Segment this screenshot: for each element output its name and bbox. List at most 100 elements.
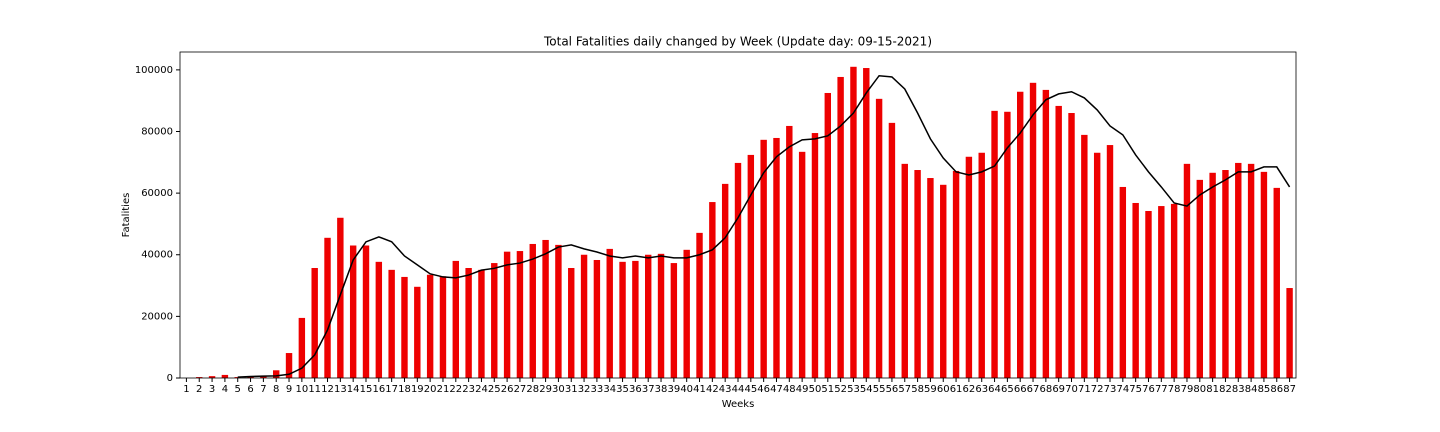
y-tick-label: 80000 [141, 126, 173, 137]
y-tick-label: 0 [167, 373, 173, 384]
bar [593, 259, 601, 378]
bar [529, 243, 536, 378]
bar [632, 260, 639, 378]
x-tick-label: 57 [898, 384, 911, 395]
x-tick-label: 3 [209, 384, 215, 395]
bar [798, 151, 806, 378]
x-tick-label: 21 [437, 384, 450, 395]
bar [1158, 206, 1165, 378]
x-tick-label: 5 [235, 384, 241, 395]
bar [285, 353, 293, 378]
bar [875, 98, 883, 378]
bar [850, 66, 857, 379]
x-tick-label: 59 [924, 384, 937, 395]
bar [645, 254, 652, 378]
bar [888, 122, 896, 378]
bar [555, 244, 562, 378]
bar [734, 162, 742, 378]
x-tick-label: 46 [757, 384, 770, 395]
bar [208, 376, 216, 378]
x-tick-label: 80 [1193, 384, 1206, 395]
bar [196, 377, 203, 378]
bar [388, 269, 395, 378]
x-tick-label: 35 [616, 384, 629, 395]
bar [991, 110, 998, 379]
x-tick-label: 43 [719, 384, 732, 395]
x-tick-label: 77 [1155, 384, 1168, 395]
bar [1273, 187, 1280, 378]
x-tick-label: 31 [565, 384, 578, 395]
bar [311, 267, 318, 378]
bar [747, 154, 755, 378]
bar [1081, 134, 1088, 378]
x-axis-label: Weeks [722, 399, 755, 410]
x-tick-label: 6 [247, 384, 253, 395]
x-tick-label: 38 [655, 384, 668, 395]
bar [709, 202, 716, 378]
bar [940, 184, 947, 378]
bar [901, 163, 908, 378]
x-tick-label: 19 [411, 384, 424, 395]
bar [1132, 202, 1139, 378]
x-tick-label: 26 [501, 384, 514, 395]
x-tick-label: 71 [1078, 384, 1091, 395]
x-tick-label: 34 [603, 384, 616, 395]
x-tick-label: 16 [372, 384, 385, 395]
bar [234, 377, 241, 378]
bar [1106, 145, 1114, 378]
x-tick-label: 64 [988, 384, 1001, 395]
bar [324, 237, 331, 378]
x-tick-label: 84 [1245, 384, 1258, 395]
bar [914, 170, 921, 378]
x-tick-label: 52 [834, 384, 847, 395]
x-tick-label: 54 [860, 384, 873, 395]
bar [811, 133, 819, 378]
bar [1209, 172, 1216, 378]
bar [978, 152, 985, 378]
bar [824, 92, 831, 379]
x-tick-label: 20 [424, 384, 437, 395]
bar [1004, 111, 1011, 378]
x-tick-label: 70 [1065, 384, 1078, 395]
x-tick-label: 82 [1219, 384, 1232, 395]
bar [478, 269, 485, 378]
x-tick-label: 61 [950, 384, 963, 395]
x-tick-label: 18 [398, 384, 411, 395]
x-tick-label: 81 [1206, 384, 1219, 395]
y-tick-label: 40000 [141, 250, 173, 261]
plot-frame [179, 51, 1297, 379]
bar [516, 251, 524, 378]
bar [503, 251, 511, 378]
bar [1196, 179, 1203, 378]
bar [773, 137, 780, 378]
bar [491, 263, 498, 378]
bar [298, 317, 306, 378]
x-tick-label: 25 [488, 384, 501, 395]
x-tick-label: 67 [1027, 384, 1040, 395]
x-tick-label: 47 [770, 384, 783, 395]
x-tick-label: 8 [273, 384, 279, 395]
bar [426, 274, 434, 378]
bar [401, 276, 408, 378]
x-tick-label: 30 [552, 384, 565, 395]
bar [349, 245, 357, 378]
x-tick-label: 33 [591, 384, 604, 395]
bar [1260, 171, 1268, 378]
x-tick-label: 9 [286, 384, 292, 395]
bar [863, 68, 870, 379]
bar [1247, 163, 1255, 378]
bar [337, 217, 344, 378]
bar [439, 276, 447, 378]
bar [375, 261, 383, 378]
bar [619, 261, 626, 378]
bar [1093, 152, 1101, 378]
x-tick-label: 22 [449, 384, 462, 395]
x-tick-label: 87 [1283, 384, 1296, 395]
x-tick-label: 76 [1142, 384, 1155, 395]
x-tick-label: 86 [1270, 384, 1283, 395]
x-tick-label: 55 [873, 384, 886, 395]
x-tick-label: 12 [321, 384, 334, 395]
x-tick-label: 40 [680, 384, 693, 395]
